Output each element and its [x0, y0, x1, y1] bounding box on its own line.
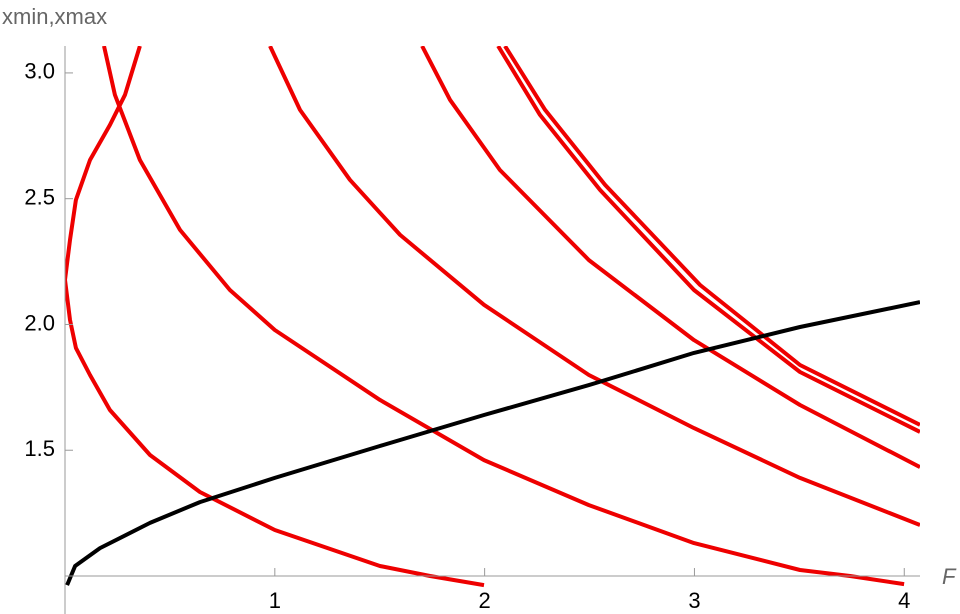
plot-area: [65, 46, 920, 588]
curve: [268, 46, 920, 527]
y-axis-title: xmin,xmax: [2, 4, 107, 29]
y-tick-label: 3.0: [24, 59, 55, 84]
x-tick-label: 4: [898, 588, 910, 613]
curve: [65, 46, 485, 588]
x-axis-title: F: [942, 564, 957, 589]
y-tick-label: 1.5: [24, 436, 55, 461]
y-tick-label: 2.5: [24, 185, 55, 210]
x-tick-label: 3: [688, 588, 700, 613]
curve: [503, 46, 920, 427]
curve: [65, 300, 920, 586]
x-tick-label: 2: [479, 588, 491, 613]
y-tick-label: 2.0: [24, 310, 55, 335]
curve: [420, 46, 920, 469]
x-tick-label: 1: [269, 588, 281, 613]
curve: [496, 46, 920, 434]
curve: [102, 46, 905, 587]
